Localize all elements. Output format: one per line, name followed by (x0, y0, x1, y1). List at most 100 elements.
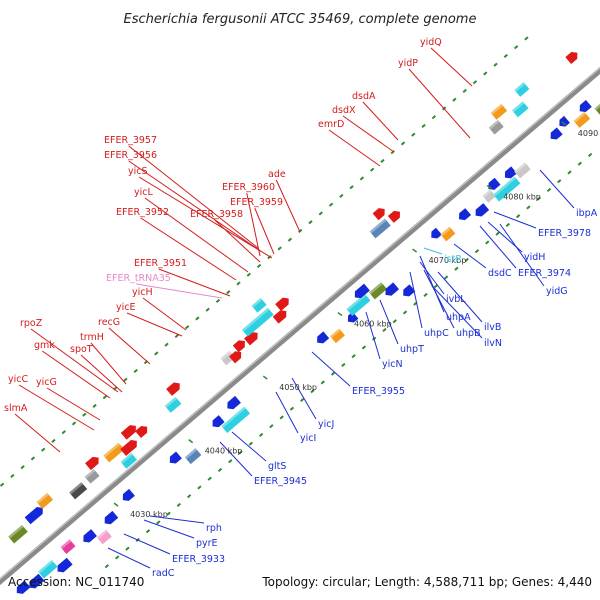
gene-feature (120, 425, 136, 440)
scale-tick-mark (287, 237, 293, 242)
scale-tick-mark (298, 228, 303, 234)
gene-label: spoT (70, 344, 93, 355)
gene-feature (227, 395, 241, 410)
callout-line (430, 47, 473, 87)
callout-line (246, 192, 261, 257)
gene-feature (573, 111, 591, 128)
scale-tick-mark (483, 71, 488, 76)
gene-features (8, 51, 600, 594)
gene-feature (559, 115, 570, 127)
gene-label: EFER_3974 (518, 268, 571, 279)
gene-label: rph (206, 523, 222, 534)
callout-line (437, 271, 483, 323)
scale-tick-mark (205, 307, 210, 312)
scale-tick-mark (431, 115, 437, 120)
scale-tick-mark (145, 529, 151, 534)
gene-feature (244, 332, 258, 346)
callout-line (419, 261, 445, 295)
scale-tick-mark (349, 185, 354, 190)
gene-feature (512, 101, 529, 118)
gene-feature (184, 448, 202, 465)
callout-line (291, 377, 317, 420)
gene-feature (120, 440, 137, 456)
gene-label: radC (152, 568, 175, 579)
scale-tick-mark (526, 205, 531, 210)
genome-backbone-highlight (0, 67, 600, 580)
scale-tick-mark (536, 196, 541, 201)
scale-tick-mark (186, 494, 192, 499)
gene-feature (85, 456, 99, 471)
scale-tick-mark (546, 187, 552, 193)
scale-tick-mark (462, 88, 467, 94)
gene-feature (475, 203, 490, 217)
gene-feature (36, 492, 54, 509)
gene-feature (60, 539, 76, 555)
gene-label: dsdC (488, 268, 512, 279)
gene-feature (16, 580, 31, 594)
genome-backbone (0, 66, 600, 586)
callout-line (128, 145, 259, 249)
callout-line (126, 312, 183, 337)
scale-tick-mark (567, 170, 572, 175)
gene-label: EFER_3952 (116, 207, 169, 218)
gene-feature (212, 415, 225, 428)
callout-line (328, 129, 381, 167)
gene-label: EFER_3933 (172, 554, 225, 565)
gene-label: yicN (382, 359, 403, 370)
callout-line (409, 271, 423, 329)
scale-tick-mark (104, 564, 110, 569)
accession-text: Accession: NC_011740 (8, 575, 144, 589)
callout-line (419, 255, 445, 313)
gene-label: uhpA (446, 312, 471, 323)
gene-feature (490, 103, 508, 120)
scale-tick-mark (123, 377, 128, 382)
gene-feature (488, 119, 504, 135)
callout-line (108, 327, 151, 365)
kbp-tick (262, 375, 268, 380)
callout-line (138, 176, 273, 259)
kbp-tick (412, 248, 418, 253)
scale-tick-mark (51, 438, 56, 443)
callout-line (144, 197, 249, 273)
scale-tick-mark (485, 240, 490, 245)
gene-feature (369, 218, 391, 239)
scale-tick-mark (10, 473, 15, 478)
gene-label: yicJ (318, 419, 334, 430)
gene-label: uhpC (424, 328, 449, 339)
scale-tick-mark (0, 482, 5, 487)
scale-tick-mark (300, 397, 305, 403)
callout-line (453, 243, 487, 269)
kbp-tick (561, 121, 567, 126)
gene-label: EFER_3955 (352, 386, 405, 397)
scale-tick-mark (380, 158, 385, 164)
scale-tick-mark (197, 485, 202, 490)
scale-tick-mark (524, 36, 529, 41)
scale-tick-mark (226, 290, 231, 295)
scale-tick-mark (505, 222, 510, 228)
callout-line (140, 217, 237, 281)
gene-feature (514, 162, 531, 179)
gene-feature (317, 331, 330, 344)
callout-line (311, 351, 351, 387)
gene-label: EFER_3957 (104, 135, 157, 146)
scale-tick-mark (513, 45, 519, 50)
gene-feature (347, 311, 359, 323)
gene-feature (84, 468, 100, 484)
gene-feature (96, 529, 112, 545)
gene-feature (135, 425, 148, 439)
gene-label: EFER_3978 (538, 228, 591, 239)
gene-feature (24, 506, 43, 525)
scale-tick-mark (421, 123, 426, 129)
gene-label: yicH (132, 287, 153, 298)
gene-feature (330, 328, 345, 344)
gene-label: trmH (80, 332, 104, 343)
scale-tick-mark (503, 53, 508, 59)
scale-tick-mark (318, 211, 323, 216)
kbp-label: 4080 kbp (503, 193, 541, 202)
gene-feature (403, 284, 416, 297)
gene-callout-lines (14, 47, 575, 569)
map-title: Escherichia fergusonii ATCC 35469, compl… (124, 12, 477, 27)
scale-tick-mark (472, 80, 478, 85)
scale-tick-mark (248, 441, 253, 446)
